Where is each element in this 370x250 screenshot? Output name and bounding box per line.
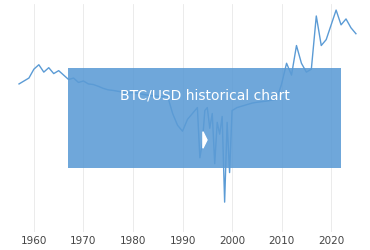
Text: BTC/USD historical chart: BTC/USD historical chart — [120, 89, 289, 103]
Bar — [68, 68, 341, 168]
Polygon shape — [203, 132, 207, 148]
